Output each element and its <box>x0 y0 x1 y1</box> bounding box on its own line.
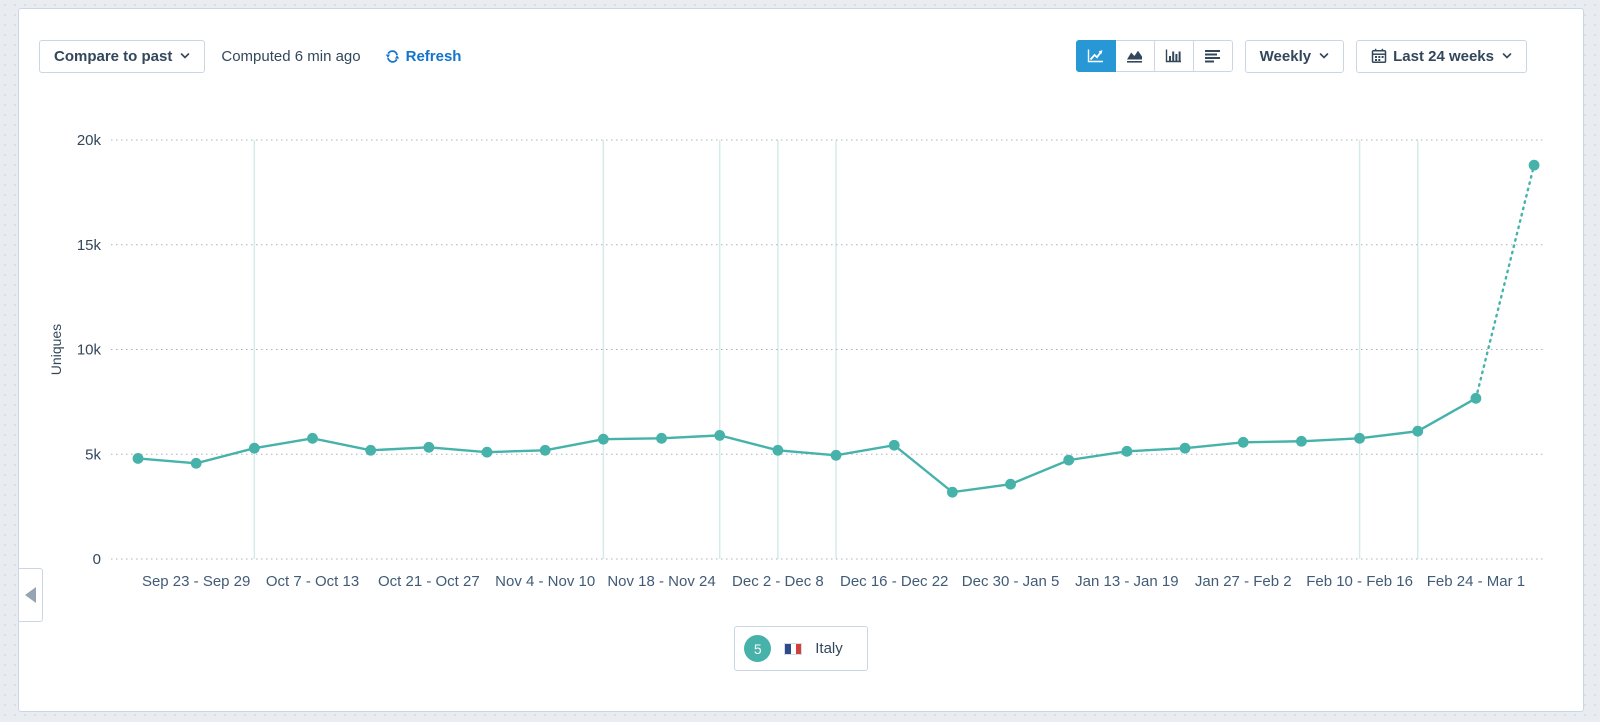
x-axis-tick-label: Nov 4 - Nov 10 <box>495 573 595 590</box>
data-point-week-16[interactable] <box>1063 454 1075 466</box>
italy-flag-icon <box>784 642 803 655</box>
data-point-week-0[interactable] <box>132 453 144 464</box>
data-point-week-3[interactable] <box>307 432 318 444</box>
flag-stripe-left <box>785 643 791 654</box>
data-point-week-20[interactable] <box>1296 435 1307 447</box>
x-axis-tick-label: Dec 16 - Dec 22 <box>840 573 948 590</box>
x-axis-tick-label: Oct 7 - Oct 13 <box>266 573 359 590</box>
refresh-icon <box>385 49 399 63</box>
triangle-left-icon <box>25 587 36 603</box>
x-axis-tick-label: Jan 13 - Jan 19 <box>1075 573 1178 590</box>
refresh-button[interactable]: Refresh <box>385 47 462 65</box>
legend-count-badge: 5 <box>744 635 772 662</box>
area-chart-button[interactable] <box>1114 40 1155 72</box>
y-axis-tick-label: 0 <box>93 551 101 568</box>
legend-item-italy[interactable]: 5 Italy <box>734 626 868 671</box>
data-point-week-19[interactable] <box>1237 436 1249 448</box>
chart-type-button-group <box>1075 40 1233 72</box>
frequency-dropdown[interactable]: Weekly <box>1244 39 1345 73</box>
summary-table-icon <box>1205 50 1221 63</box>
data-point-week-7[interactable] <box>539 444 551 456</box>
data-point-week-13[interactable] <box>888 439 900 451</box>
compare-to-past-dropdown[interactable]: Compare to past <box>39 39 206 73</box>
chevron-down-icon <box>180 51 190 61</box>
x-axis-tick-label: Feb 24 - Mar 1 <box>1427 573 1525 590</box>
date-range-label: Last 24 weeks <box>1393 47 1494 65</box>
data-point-week-14[interactable] <box>946 486 958 498</box>
y-axis-tick-label: 15k <box>77 237 102 254</box>
area-chart-icon <box>1127 50 1143 63</box>
y-axis-tick-label: 10k <box>77 342 102 359</box>
legend-row: 5 Italy <box>19 626 1583 671</box>
data-point-week-2[interactable] <box>248 442 260 454</box>
series-line-projected-segment <box>1474 163 1536 400</box>
flag-stripe-middle <box>790 643 796 654</box>
calendar-icon <box>1371 48 1387 64</box>
y-axis-tick-label: 20k <box>77 132 102 149</box>
x-axis-tick-label: Feb 10 - Feb 16 <box>1306 573 1413 590</box>
x-axis-tick-label: Jan 27 - Feb 2 <box>1195 573 1292 590</box>
data-point-week-10[interactable] <box>714 429 726 441</box>
data-point-week-23[interactable] <box>1470 392 1482 404</box>
series-line-italy <box>137 397 1477 494</box>
compare-to-past-label: Compare to past <box>54 47 173 65</box>
column-chart-icon <box>1165 49 1182 63</box>
line-chart-button[interactable] <box>1075 40 1116 72</box>
data-point-week-24[interactable] <box>1528 159 1540 171</box>
chevron-down-icon <box>1502 51 1512 61</box>
uniques-line-chart: 0 5k 10k 15k 20k Sep 23 - Sep 29 Oct 7 - Oct 1… <box>48 132 1546 590</box>
summary-table-button[interactable] <box>1192 40 1233 72</box>
data-point-week-8[interactable] <box>597 433 609 445</box>
data-point-week-11[interactable] <box>772 444 784 456</box>
data-point-week-12[interactable] <box>830 449 842 461</box>
data-point-week-4[interactable] <box>365 444 377 456</box>
y-axis-title: Uniques <box>48 324 64 375</box>
data-point-week-18[interactable] <box>1179 442 1191 454</box>
legend-label: Italy <box>815 640 843 657</box>
data-point-week-21[interactable] <box>1354 432 1365 444</box>
chart-toolbar: Compare to past Computed 6 min ago Refre… <box>39 39 1527 73</box>
data-point-week-15[interactable] <box>1005 478 1016 490</box>
analytics-card: Compare to past Computed 6 min ago Refre… <box>18 8 1584 712</box>
column-chart-button[interactable] <box>1153 40 1194 72</box>
refresh-label: Refresh <box>405 47 462 65</box>
data-point-week-5[interactable] <box>423 441 435 453</box>
frequency-label: Weekly <box>1259 47 1312 65</box>
x-axis-tick-label: Dec 2 - Dec 8 <box>732 573 824 590</box>
data-point-week-17[interactable] <box>1121 445 1133 457</box>
x-axis-tick-label: Nov 18 - Nov 24 <box>607 573 715 590</box>
collapse-panel-handle[interactable] <box>18 568 43 622</box>
flag-stripe-right <box>795 643 802 654</box>
data-point-week-22[interactable] <box>1412 425 1424 437</box>
data-point-week-9[interactable] <box>656 432 667 444</box>
chevron-down-icon <box>1319 51 1329 61</box>
x-axis-tick-label: Sep 23 - Sep 29 <box>142 573 250 590</box>
chart-controls: Weekly <box>1075 39 1527 73</box>
line-chart-icon <box>1087 49 1104 63</box>
x-axis-tick-label: Dec 30 - Jan 5 <box>962 573 1060 590</box>
computed-timestamp: Computed 6 min ago <box>221 47 361 65</box>
date-range-dropdown[interactable]: Last 24 weeks <box>1356 39 1527 73</box>
data-point-week-6[interactable] <box>481 446 493 458</box>
x-axis-tick-label: Oct 21 - Oct 27 <box>378 573 480 590</box>
y-axis-tick-label: 5k <box>85 446 101 463</box>
data-point-week-1[interactable] <box>190 457 202 469</box>
